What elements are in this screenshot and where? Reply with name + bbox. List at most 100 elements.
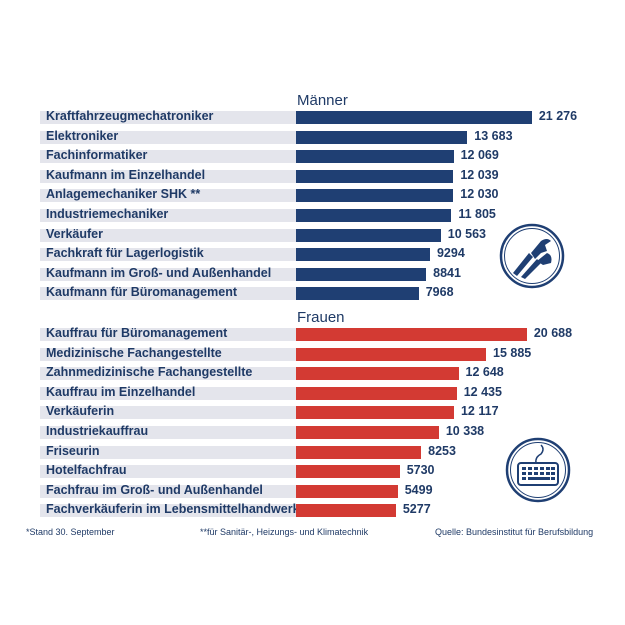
footnote-shk: **für Sanitär-, Heizungs- und Klimatechn… — [200, 527, 369, 537]
value-label: 8841 — [433, 265, 461, 280]
label-background — [40, 228, 296, 242]
value-label: 11 805 — [458, 207, 496, 221]
value-label: 21 276 — [538, 109, 578, 123]
category-label: Kaufmann im Einzelhandel — [46, 167, 206, 182]
bar-row: Kraftfahrzeugmechatroniker 21 276 — [40, 108, 620, 128]
label-background — [40, 209, 296, 222]
value-label: 8253 — [428, 443, 456, 458]
bar — [296, 169, 454, 183]
bar — [296, 465, 400, 479]
category-label: Fachfrau im Groß- und Außenhandel — [46, 482, 263, 497]
bar-row: Kaufmann für Büromanagement 7968 — [40, 284, 620, 304]
category-label: Industriekauffrau — [46, 424, 149, 438]
bar — [296, 209, 452, 222]
value-label: 7968 — [425, 285, 454, 300]
label-background — [40, 347, 296, 361]
value-label: 10 338 — [445, 424, 485, 438]
category-label: Fachkraft für Lagerlogistik — [46, 246, 204, 261]
bar-row: Friseurin 8253 — [40, 443, 620, 463]
bar — [296, 248, 430, 262]
label-background — [40, 130, 296, 144]
category-label: Fachinformatiker — [46, 148, 148, 163]
bar-row: Verkäuferin 12 117 — [40, 403, 620, 423]
label-background — [40, 111, 296, 124]
label-background — [40, 367, 296, 381]
label-background — [40, 445, 296, 459]
section-title: Männer — [297, 92, 348, 109]
bar-row: Medizinische Fachangestellte 15 885 — [40, 345, 620, 365]
value-label: 5730 — [406, 463, 435, 478]
bar — [296, 111, 532, 124]
value-label: 15 885 — [493, 345, 532, 360]
section-title: Frauen — [297, 309, 345, 326]
label-background — [40, 328, 296, 341]
value-label: 12 435 — [463, 384, 502, 399]
label-background — [40, 169, 296, 183]
category-label: Kauffrau im Einzelhandel — [46, 384, 196, 399]
category-label: Verkäufer — [46, 226, 103, 241]
value-label: 13 683 — [474, 128, 513, 143]
bar — [296, 228, 441, 242]
bar — [296, 426, 439, 439]
category-label: Medizinische Fachangestellte — [46, 345, 222, 360]
label-background — [40, 287, 296, 301]
value-label: 12 648 — [465, 365, 504, 380]
label-background — [40, 426, 296, 439]
value-label: 12 030 — [460, 187, 499, 202]
bar — [296, 406, 454, 420]
label-background — [40, 150, 296, 164]
bar-row: Industriemechaniker 11 805 — [40, 206, 620, 226]
bar — [296, 150, 454, 164]
category-label: Elektroniker — [46, 128, 119, 143]
bar-row: Fachinformatiker 12 069 — [40, 147, 620, 167]
bar-row: Industriekauffrau 10 338 — [40, 423, 620, 443]
bar-row: Kauffrau im Einzelhandel 12 435 — [40, 384, 620, 404]
value-label: 20 688 — [533, 326, 573, 340]
label-background — [40, 484, 296, 498]
category-label: Hotelfachfrau — [46, 463, 127, 478]
bar — [296, 386, 457, 400]
footnote-source: Quelle: Bundesinstitut für Berufsbildung — [435, 527, 594, 537]
bar — [296, 347, 487, 361]
bar-row: Kauffrau für Büromanagement 20 688 — [40, 325, 620, 345]
bar-row: Fachfrau im Groß- und Außenhandel 5499 — [40, 482, 620, 502]
pliers-wrench-icon — [499, 223, 565, 289]
category-label: Kaufmann für Büromanagement — [46, 285, 237, 300]
bar — [296, 504, 396, 518]
value-label: 12 069 — [460, 148, 499, 163]
category-label: Industriemechaniker — [46, 207, 169, 221]
value-label: 9294 — [436, 246, 465, 261]
bar — [296, 445, 422, 459]
label-background — [40, 386, 296, 400]
bar — [296, 130, 468, 144]
label-background — [40, 465, 296, 479]
bar-row: Fachverkäuferin im Lebensmittelhandwerk 5… — [40, 501, 620, 521]
bar — [296, 484, 398, 498]
value-label: 12 039 — [460, 167, 499, 182]
value-label: 12 117 — [460, 404, 499, 419]
value-label: 10 563 — [447, 226, 487, 241]
footnote-date: *Stand 30. September — [26, 527, 115, 537]
value-label: 5277 — [402, 502, 431, 517]
label-background — [40, 504, 296, 518]
bar — [296, 267, 427, 281]
category-label: Kaufmann im Groß- und Außenhandel — [46, 265, 272, 280]
bar — [296, 189, 454, 203]
label-background — [40, 248, 296, 262]
category-label: Anlagemechaniker SHK ** — [46, 187, 201, 202]
label-background — [40, 406, 296, 420]
category-label: Friseurin — [46, 443, 100, 458]
bar-row: Anlagemechaniker SHK ** 12 030 — [40, 186, 620, 206]
category-label: Kauffrau für Büromanagement — [46, 326, 228, 340]
bar — [296, 328, 527, 341]
bar — [296, 287, 419, 301]
label-background — [40, 189, 296, 203]
bar-row: Verkäufer 10 563 — [40, 226, 620, 246]
category-label: Fachverkäuferin im Lebensmittelhandwerk — [46, 502, 300, 517]
label-background — [40, 267, 296, 281]
value-label: 5499 — [404, 482, 433, 497]
bar-row: Kaufmann im Groß- und Außenhandel 8841 — [40, 265, 620, 285]
keyboard-icon — [505, 437, 571, 503]
bar-row: Kaufmann im Einzelhandel 12 039 — [40, 167, 620, 187]
category-label: Kraftfahrzeugmechatroniker — [46, 109, 214, 123]
